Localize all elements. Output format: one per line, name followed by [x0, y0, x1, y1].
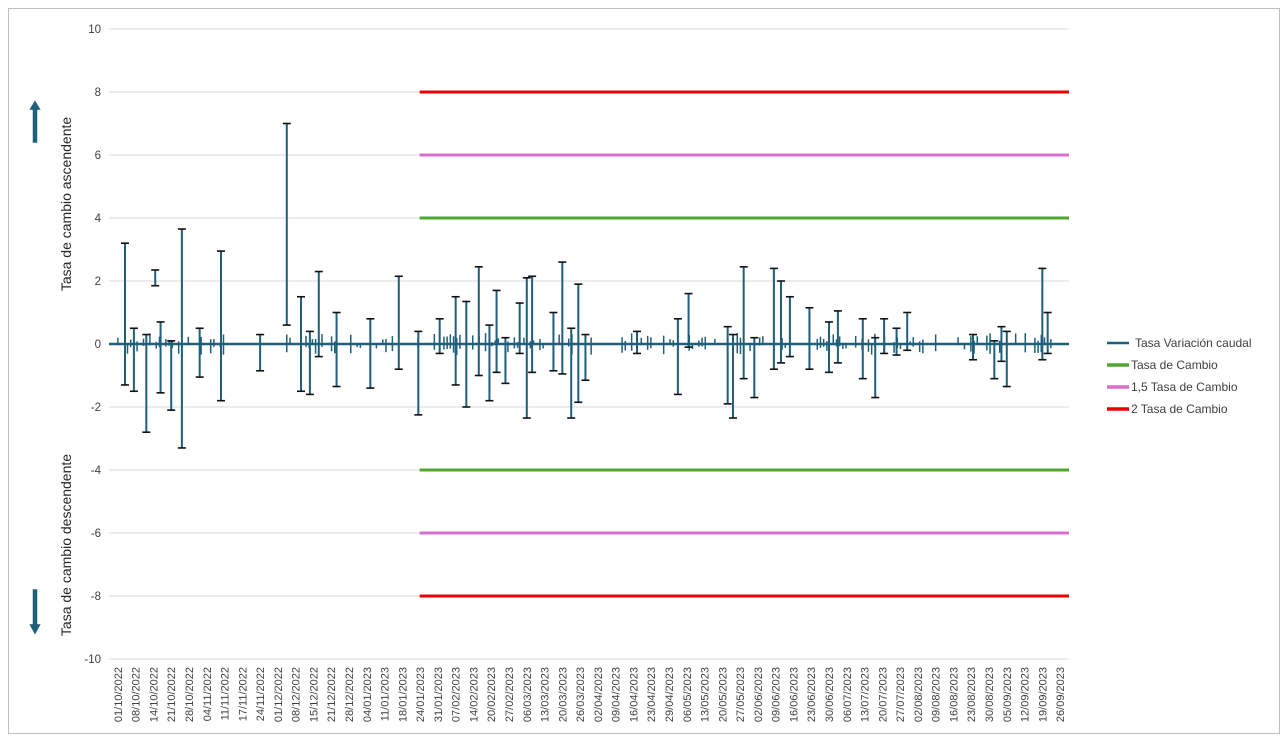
x-tick-label: 23/08/2023 [966, 667, 978, 722]
y-tick-label: 4 [95, 213, 102, 225]
x-tick-label: 31/01/2023 [433, 667, 445, 722]
y-axis-label-top: Tasa de cambio ascendente [58, 117, 74, 292]
x-tick-label: 28/12/2022 [344, 667, 356, 722]
y-tick-label: 2 [95, 276, 101, 288]
x-tick-label: 20/03/2023 [557, 667, 569, 722]
x-tick-label: 13/07/2023 [860, 667, 872, 722]
x-tick-label: 30/06/2023 [824, 667, 836, 722]
y-tick-label: -2 [91, 402, 101, 414]
x-tick-label: 08/12/2022 [291, 667, 303, 722]
x-tick-label: 24/01/2023 [415, 667, 427, 722]
y-axis-ticks: 10 8 6 4 2 0 -2 -4 -6 -8 -10 [84, 24, 101, 666]
x-tick-label: 16/04/2023 [628, 667, 640, 722]
x-tick-label: 02/04/2023 [593, 667, 605, 722]
y-tick-label: -6 [91, 528, 101, 540]
x-tick-label: 09/04/2023 [611, 667, 623, 722]
y-tick-label: 0 [95, 339, 101, 351]
x-tick-label: 13/05/2023 [700, 667, 712, 722]
x-tick-label: 16/08/2023 [948, 667, 960, 722]
threshold-lines [419, 90, 1069, 598]
x-tick-label: 30/08/2023 [984, 667, 996, 722]
chart-frame: 10 8 6 4 2 0 -2 -4 -6 -8 -10 01/10/2022 08/10/2022 1… [8, 8, 1280, 734]
x-tick-label: 01/12/2022 [273, 667, 285, 722]
x-tick-label: 21/12/2022 [326, 667, 338, 722]
legend-label: Tasa de Cambio [1131, 358, 1218, 372]
x-tick-label: 04/11/2022 [202, 667, 214, 721]
x-tick-label: 18/01/2023 [397, 667, 409, 722]
x-tick-label: 11/11/2022 [220, 667, 232, 720]
x-tick-label: 12/09/2023 [1020, 667, 1032, 722]
x-tick-label: 06/07/2023 [842, 667, 854, 722]
x-tick-label: 01/10/2022 [113, 667, 125, 722]
x-tick-label: 09/06/2023 [771, 667, 783, 722]
x-tick-label: 02/06/2023 [753, 667, 765, 722]
x-tick-label: 07/02/2023 [451, 667, 463, 722]
legend-label: 2 Tasa de Cambio [1131, 402, 1228, 416]
x-tick-label: 17/11/2022 [237, 667, 249, 721]
x-tick-label: 15/12/2022 [308, 667, 320, 722]
x-tick-label: 05/09/2023 [1002, 667, 1014, 722]
x-tick-label: 24/11/2022 [255, 667, 267, 721]
legend-label: 1,5 Tasa de Cambio [1131, 380, 1238, 394]
x-tick-label: 06/05/2023 [682, 667, 694, 722]
y-tick-label: 6 [95, 150, 101, 162]
y-tick-label: -10 [84, 654, 101, 666]
x-tick-label: 19/09/2023 [1037, 667, 1049, 722]
x-tick-label: 09/08/2023 [931, 667, 943, 722]
series-layer [109, 122, 1069, 449]
y-tick-label: -8 [91, 591, 101, 603]
arrow-down-icon [28, 588, 42, 636]
x-tick-label: 26/09/2023 [1055, 667, 1067, 722]
x-tick-label: 27/02/2023 [504, 667, 516, 722]
y-tick-label: 8 [95, 87, 101, 99]
chart-svg: 10 8 6 4 2 0 -2 -4 -6 -8 -10 01/10/2022 08/10/2022 1… [28, 24, 1252, 722]
legend: Tasa Variación caudal Tasa de Cambio 1,5 T… [1107, 336, 1252, 416]
legend-label: Tasa Variación caudal [1135, 336, 1252, 350]
x-tick-label: 23/04/2023 [646, 667, 658, 722]
x-tick-label: 11/01/2023 [380, 667, 392, 721]
y-tick-label: -4 [91, 465, 102, 477]
x-tick-label: 13/03/2023 [540, 667, 552, 722]
x-tick-label: 16/06/2023 [788, 667, 800, 722]
x-tick-label: 21/10/2022 [166, 667, 178, 722]
x-tick-label: 14/10/2022 [148, 667, 160, 722]
x-tick-label: 04/01/2023 [362, 667, 374, 722]
x-axis-ticks: 01/10/2022 08/10/2022 14/10/2022 21/10/2022… [113, 667, 1067, 722]
x-tick-label: 14/02/2023 [468, 667, 480, 722]
x-tick-label: 27/05/2023 [735, 667, 747, 722]
x-tick-label: 02/08/2023 [913, 667, 925, 722]
arrow-up-icon [28, 99, 42, 144]
y-tick-label: 10 [88, 24, 101, 36]
x-tick-label: 20/05/2023 [717, 667, 729, 722]
x-tick-label: 06/03/2023 [522, 667, 534, 722]
x-tick-label: 29/04/2023 [664, 667, 676, 722]
x-tick-label: 20/07/2023 [877, 667, 889, 722]
x-tick-label: 23/06/2023 [806, 667, 818, 722]
y-axis-label-bottom: Tasa de cambio descendente [58, 454, 74, 636]
x-tick-label: 27/07/2023 [895, 667, 907, 722]
x-tick-label: 08/10/2022 [131, 667, 143, 722]
x-tick-label: 20/02/2023 [486, 667, 498, 722]
x-tick-label: 28/10/2022 [184, 667, 196, 722]
x-tick-label: 26/03/2023 [575, 667, 587, 722]
